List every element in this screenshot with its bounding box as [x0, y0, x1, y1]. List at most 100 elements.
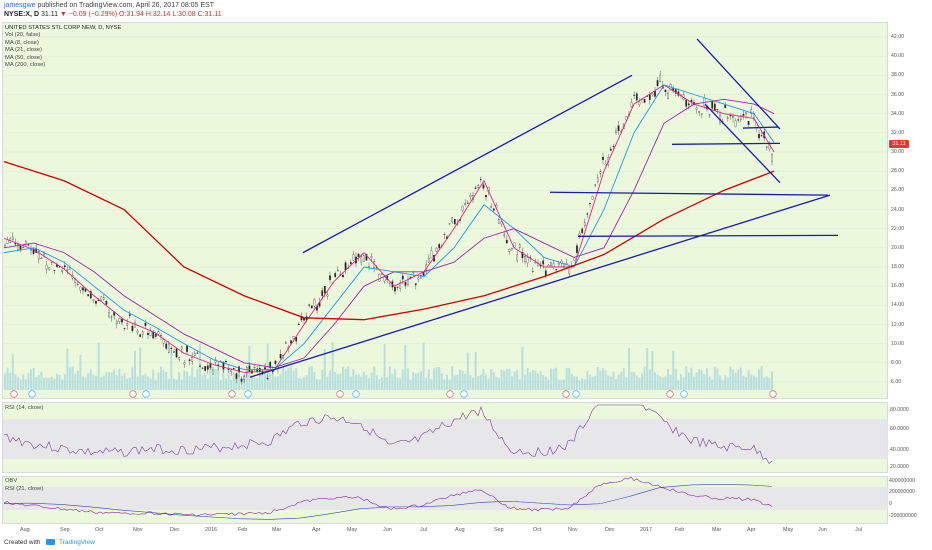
candle-body — [19, 245, 22, 250]
candle-body — [162, 339, 165, 344]
rsi21-legend[interactable]: RSI (21, close) — [5, 486, 44, 492]
candle-body — [201, 367, 204, 369]
candle-body — [50, 261, 53, 263]
candle-body — [102, 297, 105, 300]
volume-bar — [365, 375, 368, 390]
volume-bar — [6, 367, 9, 390]
volume-bar — [542, 375, 545, 390]
volume-bar — [74, 373, 77, 390]
candle-body — [349, 262, 352, 264]
volume-bar — [721, 379, 724, 390]
symbol-quote: NYSE:X, D 31.11 ▼ −0.09 (−0.29%) O:31.94… — [4, 11, 222, 18]
volume-bar — [599, 370, 602, 390]
volume-bar — [152, 369, 155, 390]
event-marker-icon — [446, 390, 454, 398]
candle-body — [479, 178, 482, 180]
volume-bar — [214, 368, 217, 390]
volume-bar — [435, 367, 438, 390]
candle-body — [329, 275, 331, 280]
legend-item-ma50[interactable]: MA (50, close) — [5, 54, 43, 61]
volume-bar — [412, 371, 415, 390]
volume-bar — [690, 367, 693, 390]
volume-bar — [518, 379, 521, 390]
legend-item-vol[interactable]: Vol (20, false) — [5, 32, 41, 39]
volume-bar — [409, 379, 412, 390]
publish-text: published on TradingView.com, April 26, … — [37, 2, 215, 9]
volume-bar — [695, 372, 698, 390]
volume-bar — [534, 370, 537, 390]
volume-bar — [635, 375, 638, 390]
volume-bar — [180, 379, 183, 390]
volume-bar — [516, 369, 519, 390]
volume-bar — [547, 379, 550, 390]
volume-bar — [453, 375, 456, 390]
author-link[interactable]: jamesgwe — [4, 2, 36, 9]
volume-bar — [58, 374, 61, 390]
volume-bar — [537, 373, 539, 390]
candle-body — [604, 163, 607, 166]
legend-item-ma200[interactable]: MA (200, close) — [5, 62, 46, 69]
volume-bar — [469, 375, 472, 390]
candle-body — [443, 233, 446, 235]
candle-body — [469, 195, 472, 197]
candle-body — [700, 113, 703, 115]
candle-body — [204, 366, 207, 371]
price-panel[interactable] — [2, 22, 888, 399]
tradingview-link[interactable]: TradingView — [59, 539, 95, 546]
price-axis[interactable] — [888, 22, 932, 524]
volume-bar — [427, 369, 430, 390]
volume-bar — [526, 367, 529, 390]
volume-bar — [225, 378, 227, 390]
legend-item-ma21[interactable]: MA (21, close) — [5, 47, 43, 54]
volume-bar — [201, 374, 204, 390]
volume-bar — [339, 373, 342, 390]
volume-bar — [126, 378, 129, 390]
candle-body — [542, 260, 545, 265]
volume-bar — [607, 375, 610, 390]
volume-bar — [115, 375, 118, 390]
candle-body — [596, 177, 599, 182]
volume-bar — [669, 374, 672, 390]
time-tick: Aug — [455, 527, 465, 533]
candle-body — [89, 291, 92, 299]
rsi-legend[interactable]: RSI (14, close) — [5, 405, 44, 411]
candle-body — [617, 125, 620, 132]
price-tick: 40.00 — [891, 53, 904, 60]
volume-bar — [149, 378, 152, 390]
volume-bar — [703, 373, 706, 390]
legend-title: UNITED STATES STL CORP NEW, D, NYSE — [5, 25, 122, 31]
time-tick: Dec — [170, 527, 180, 533]
legend-item-ma8[interactable]: MA (8, close) — [5, 39, 39, 46]
volume-bar — [544, 376, 547, 390]
volume-bar — [196, 368, 199, 390]
chart-header: jamesgwe published on TradingView.com, A… — [0, 0, 932, 22]
volume-bar — [586, 370, 589, 390]
volume-bar — [726, 377, 729, 390]
candle-body — [274, 360, 277, 364]
time-tick: Jun — [818, 527, 827, 533]
volume-bar — [474, 352, 477, 390]
rsi-tick: 80.0000 — [890, 407, 909, 413]
candle-body — [173, 351, 175, 353]
candle-body — [407, 279, 409, 285]
volume-bar — [199, 343, 201, 390]
candle-body — [667, 93, 669, 99]
candle-body — [430, 250, 433, 259]
volume-bar — [758, 369, 760, 390]
time-tick: Oct — [533, 527, 542, 533]
candle-body — [602, 157, 604, 160]
obv-legend[interactable]: OBV — [5, 478, 18, 484]
volume-bar — [417, 372, 420, 390]
volume-bar — [615, 378, 617, 390]
volume-bar — [134, 350, 136, 390]
volume-bar — [303, 376, 305, 390]
volume-bar — [310, 366, 313, 390]
volume-bar — [503, 371, 506, 390]
volume-bar — [35, 376, 38, 390]
candle-body — [76, 284, 79, 285]
price-tick: 20.00 — [891, 244, 904, 251]
volume-bar — [760, 366, 763, 390]
volume-bar — [349, 376, 352, 390]
volume-bar — [487, 378, 490, 390]
volume-bar — [524, 374, 526, 390]
